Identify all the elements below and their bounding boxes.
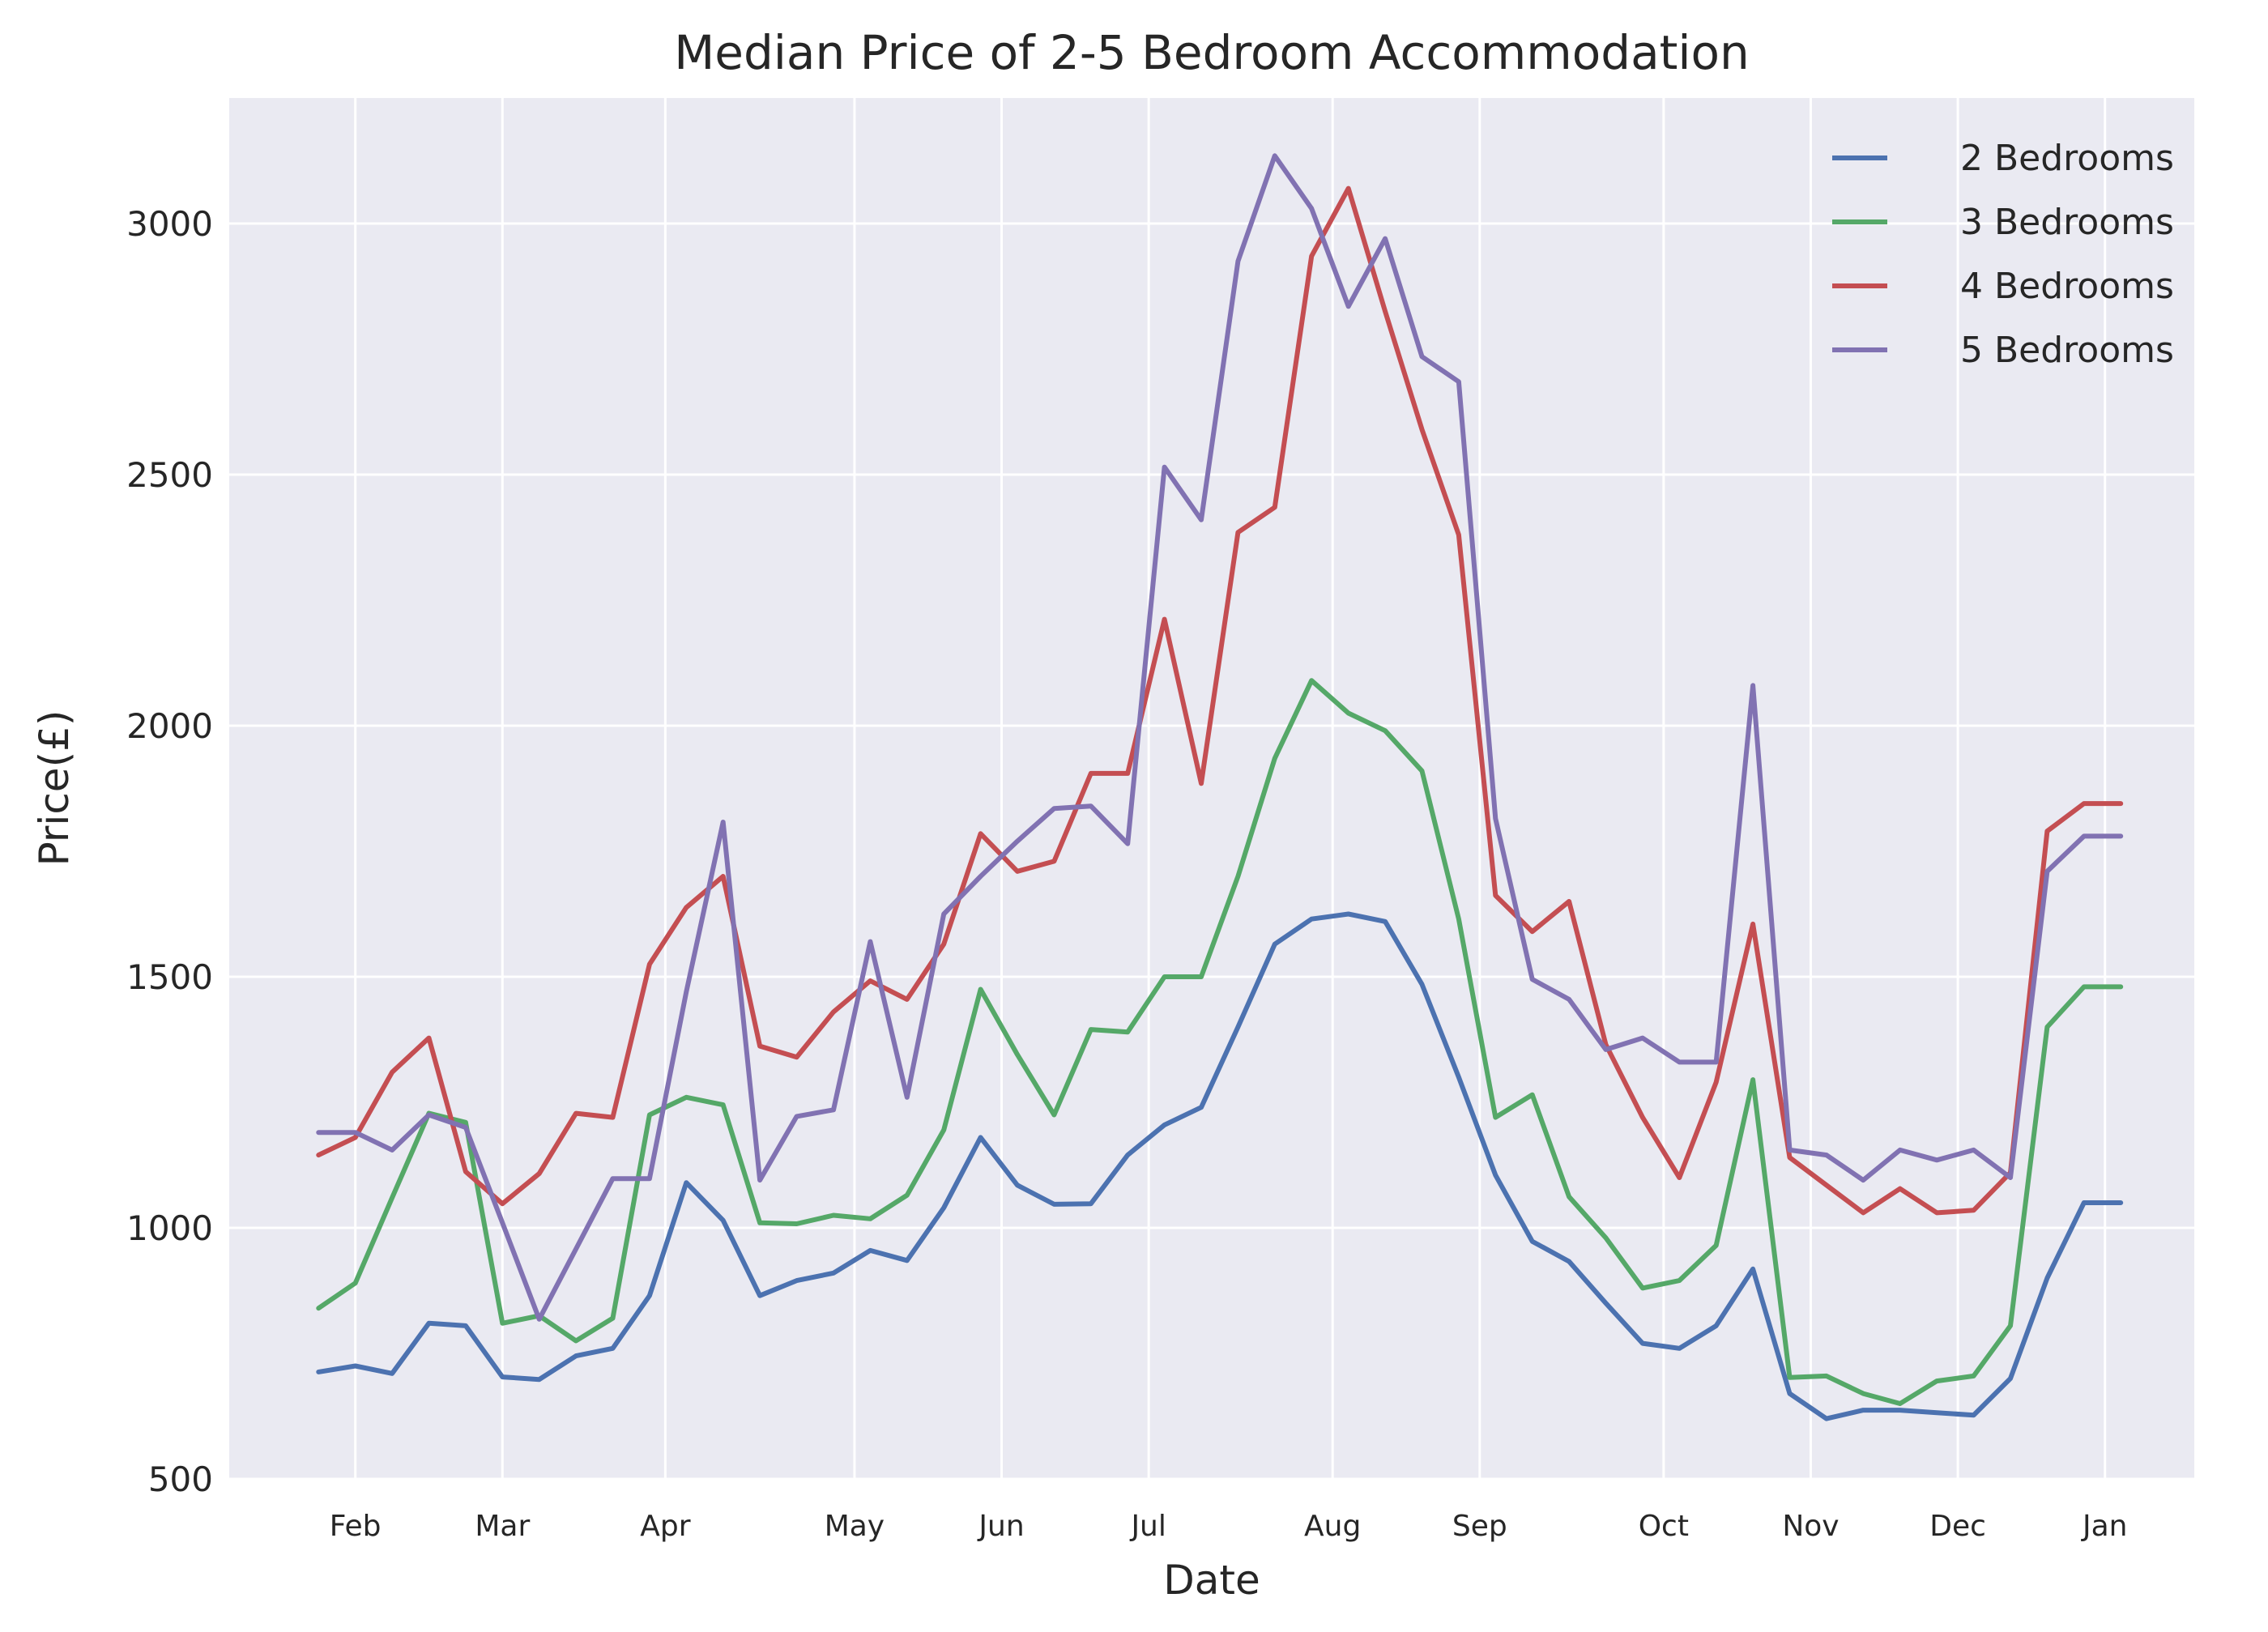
x-gridlines	[354, 98, 2107, 1479]
x-tick-label: Nov	[1782, 1510, 1839, 1543]
series-line-2-bedrooms	[316, 911, 2124, 1421]
x-axis-label: Date	[1163, 1557, 1260, 1604]
x-tick-label: Oct	[1639, 1510, 1689, 1543]
y-gridlines	[229, 222, 2194, 1481]
y-tick-label: 1500	[126, 957, 213, 997]
y-tick-label: 2000	[126, 706, 213, 746]
x-tick-label: Jan	[2081, 1510, 2128, 1543]
y-tick-label: 3000	[126, 204, 213, 244]
chart-title: Median Price of 2-5 Bedroom Accommodatio…	[674, 25, 1749, 80]
x-tick-label: Sep	[1452, 1510, 1507, 1543]
y-tick-label: 1000	[126, 1208, 213, 1248]
y-tick-label: 500	[148, 1459, 213, 1499]
y-tick-labels: 500 1000 1500 2000 2500 3000	[126, 204, 213, 1499]
x-tick-label: May	[825, 1510, 885, 1543]
x-tick-label: Feb	[330, 1510, 382, 1543]
legend-label: 2 Bedrooms	[1960, 138, 2174, 179]
series-line-4-bedrooms	[316, 185, 2124, 1216]
x-tick-label: Dec	[1929, 1510, 1986, 1543]
legend-label: 4 Bedrooms	[1960, 266, 2174, 307]
legend-label: 5 Bedrooms	[1960, 330, 2174, 371]
x-tick-label: Jul	[1129, 1510, 1166, 1543]
x-tick-labels: Feb Mar Apr May Jun Jul Aug Sep Oct Nov Dec Jan	[330, 1510, 2128, 1543]
legend: 2 Bedrooms 3 Bedrooms 4 Bedrooms 5 Bedrooms	[1832, 138, 2174, 371]
plot-area	[229, 98, 2194, 1479]
series-line-3-bedrooms	[316, 678, 2124, 1406]
x-tick-label: Apr	[640, 1510, 690, 1543]
x-tick-label: Aug	[1304, 1510, 1361, 1543]
series-lines	[316, 153, 2124, 1421]
x-tick-label: Jun	[977, 1510, 1024, 1543]
series-line-5-bedrooms	[316, 153, 2124, 1322]
y-axis-label: Price(£)	[31, 710, 78, 867]
x-tick-label: Mar	[475, 1510, 530, 1543]
legend-label: 3 Bedrooms	[1960, 202, 2174, 243]
y-tick-label: 2500	[126, 455, 213, 495]
